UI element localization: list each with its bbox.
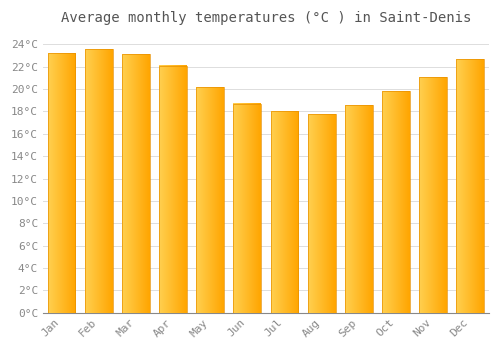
- Bar: [382, 91, 410, 313]
- Title: Average monthly temperatures (°C ) in Saint-Denis: Average monthly temperatures (°C ) in Sa…: [60, 11, 471, 25]
- Bar: [234, 104, 262, 313]
- Bar: [159, 66, 187, 313]
- Bar: [419, 77, 447, 313]
- Bar: [48, 53, 76, 313]
- Bar: [122, 55, 150, 313]
- Bar: [345, 105, 373, 313]
- Bar: [308, 114, 336, 313]
- Bar: [196, 87, 224, 313]
- Bar: [85, 49, 112, 313]
- Bar: [456, 59, 484, 313]
- Bar: [270, 111, 298, 313]
